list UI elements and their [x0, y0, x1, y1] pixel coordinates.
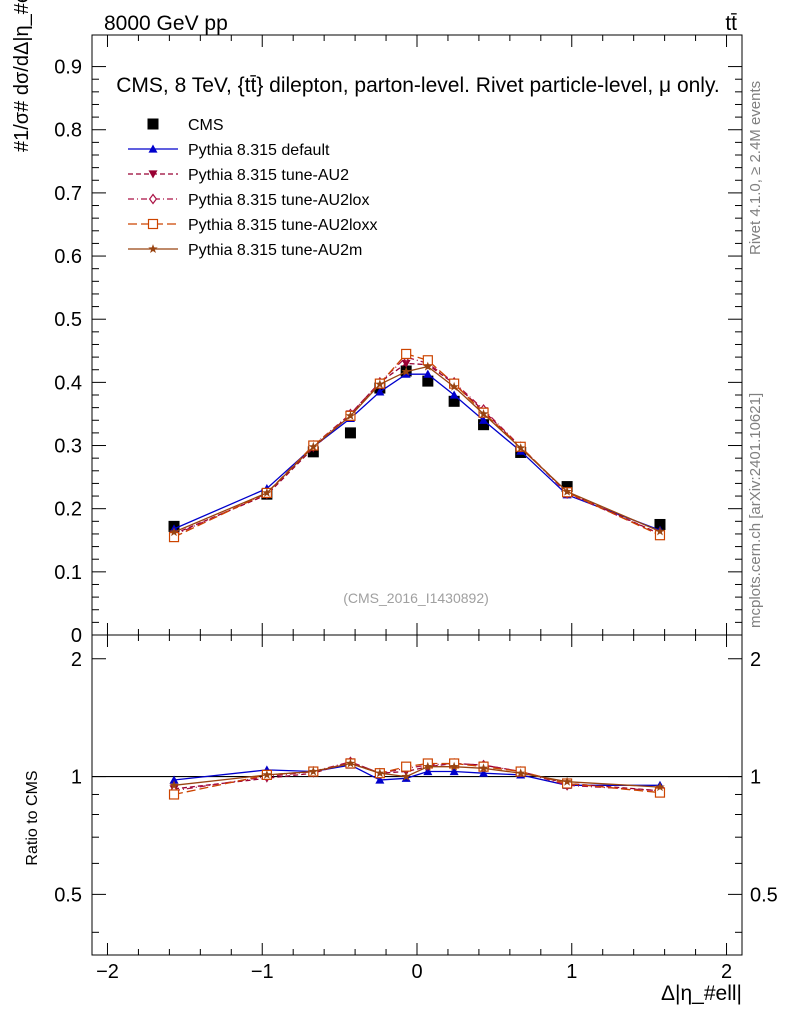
ratio-point-default [375, 775, 385, 784]
ratio-point-au2m [375, 768, 385, 778]
legend-marker-au2lox [148, 193, 158, 205]
ratio-point-au2m [345, 758, 356, 768]
series-line-au2lox [173, 356, 661, 536]
data-point-cms [478, 419, 490, 431]
data-point-cms [654, 518, 666, 530]
data-point-cms [561, 481, 573, 493]
ratio-y-tick-label: 2 [71, 649, 82, 671]
x-tick-label: −1 [251, 961, 274, 983]
y-tick-label: 0.9 [54, 57, 82, 79]
data-point-au2m [449, 381, 459, 391]
ratio-point-au2m [516, 768, 526, 778]
legend-label-au2loxx: Pythia 8.315 tune-AU2loxx [188, 217, 377, 234]
y-tick-label: 0.7 [54, 183, 82, 205]
data-point-cms [422, 375, 434, 387]
series-line-au2loxx [173, 353, 661, 538]
series-line-au2 [173, 362, 661, 535]
ratio-line-au2loxx [173, 762, 661, 796]
ratio-point-default [169, 775, 179, 784]
ratio-point-au2m [449, 761, 459, 771]
data-point-au2m [401, 366, 411, 376]
data-point-au2m [423, 361, 433, 371]
ratio-point-au2m [401, 771, 411, 781]
ratio-y-tick-label-right: 0.5 [750, 884, 778, 906]
ratio-point-au2m [478, 763, 489, 773]
y-tick-label: 0.5 [54, 309, 82, 331]
ratio-y-tick-label: 0.5 [54, 884, 82, 906]
ratio-y-axis-title: Ratio to CMS [24, 770, 41, 865]
data-point-au2m [169, 527, 179, 537]
legend: CMS Pythia 8.315 default Pythia 8.315 tune… [128, 117, 377, 259]
data-point-au2m [345, 410, 356, 420]
process-label: tt̄ [725, 12, 737, 35]
data-point-au2m [562, 486, 572, 496]
y-tick-label: 0.6 [54, 246, 82, 268]
series-line-au2m [173, 365, 661, 533]
y-tick-label: 0 [71, 625, 82, 647]
data-point-cms [448, 395, 460, 407]
data-point-au2m [655, 526, 665, 536]
legend-marker-cms [147, 118, 159, 130]
legend-marker-au2 [148, 170, 158, 179]
ratio-point-au2m [562, 776, 572, 786]
legend-label-default: Pythia 8.315 default [188, 142, 330, 159]
data-point-au2m [516, 443, 526, 453]
main-y-axis-title: #1/σ# dσ/dΔ|η_#ell| [11, 0, 33, 152]
x-axis-title: Δ|η_#ell| [661, 982, 742, 1005]
ratio-point-au2loxx [168, 789, 180, 800]
y-tick-label: 0.8 [54, 120, 82, 142]
data-point-cms [344, 427, 356, 439]
ratio-point-au2m [308, 766, 318, 776]
ratio-y-tick-label-right: 1 [750, 767, 761, 789]
ratio-line-au2m [173, 762, 661, 788]
x-tick-label: 2 [721, 961, 732, 983]
analysis-watermark: (CMS_2016_I1430892) [343, 590, 489, 606]
y-tick-label: 0.1 [54, 562, 82, 584]
data-point-au2m [478, 409, 489, 418]
ratio-plot-frame [91, 634, 743, 956]
rivet-version-label: Rivet 4.1.0, ≥ 2.4M events [747, 81, 764, 255]
mcplots-label: mcplots.cern.ch [arXiv:2401.10621] [747, 393, 764, 628]
main-panel: 0 0.1 0.2 0.3 0.4 0.5 0.6 0.7 0.8 0.9 [54, 35, 742, 647]
legend-label-au2m: Pythia 8.315 tune-AU2m [188, 242, 362, 259]
data-point-default [449, 390, 459, 399]
data-point-default [423, 369, 433, 378]
data-point-default [375, 387, 385, 396]
energy-label: 8000 GeV pp [104, 12, 228, 35]
ratio-panel: −2 −1 0 1 2 0.5 0.5 1 1 2 2 [54, 635, 778, 983]
ratio-point-default [449, 767, 459, 776]
ratio-point-au2m [423, 761, 433, 771]
legend-label-au2: Pythia 8.315 tune-AU2 [188, 167, 349, 184]
x-tick-label: 1 [566, 961, 577, 983]
data-point-au2m [308, 441, 318, 451]
data-point-au2m [375, 379, 385, 389]
x-tick-label: 0 [411, 961, 422, 983]
data-point-au2m [262, 487, 272, 497]
ratio-line-default [173, 764, 660, 786]
ratio-point-au2m [262, 769, 272, 779]
data-point-default [479, 415, 489, 424]
ratio-point-au2m [655, 782, 665, 792]
legend-label-cms: CMS [188, 117, 224, 134]
ratio-y-tick-label: 1 [71, 767, 82, 789]
ratio-point-default [479, 768, 489, 777]
y-tick-label: 0.4 [54, 372, 82, 394]
data-point-au2 [401, 359, 411, 368]
ratio-point-au2loxx [654, 787, 666, 798]
legend-marker-au2m [148, 244, 158, 253]
legend-marker-default [148, 144, 158, 153]
ratio-y-tick-label-right: 2 [750, 649, 761, 671]
y-tick-label: 0.3 [54, 436, 82, 458]
ratio-point-au2loxx [401, 761, 412, 772]
x-tick-label: −2 [96, 961, 119, 983]
legend-label-au2lox: Pythia 8.315 tune-AU2lox [188, 192, 369, 209]
series-line-default [173, 373, 661, 531]
plot-title: CMS, 8 TeV, {tt̄} dilepton, parton-level… [116, 74, 720, 97]
y-tick-label: 0.2 [54, 499, 82, 521]
data-point-au2loxx [401, 348, 412, 360]
legend-marker-au2loxx [147, 218, 159, 230]
ratio-point-au2m [169, 780, 179, 790]
